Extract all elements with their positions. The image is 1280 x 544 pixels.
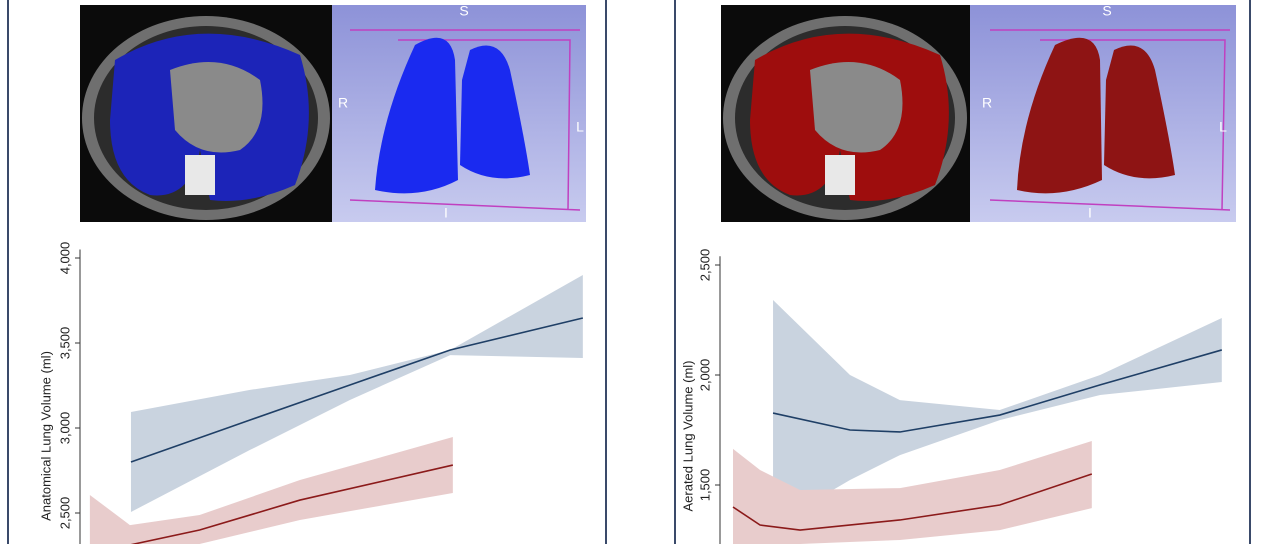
- confidence-band: [773, 299, 1222, 526]
- y-tick-label: 2,500: [57, 497, 72, 530]
- y-axis-label: Aerated Lung Volume (ml): [680, 360, 695, 511]
- 3d-view: [332, 5, 586, 222]
- y-axis-label: Anatomical Lung Volume (ml): [38, 351, 53, 521]
- fit-line: [130, 464, 454, 544]
- orientation-label: R: [982, 95, 992, 111]
- panel-frames: [7, 0, 1251, 544]
- fit-line: [732, 473, 1093, 531]
- confidence-band: [130, 275, 583, 512]
- orientation-label: L: [1219, 119, 1227, 135]
- y-tick-label: 4,000: [57, 242, 72, 275]
- fit-line: [130, 317, 584, 463]
- 3d-view: [970, 5, 1236, 222]
- y-tick-label: 1,500: [697, 469, 712, 502]
- orientation-label: S: [1102, 3, 1111, 19]
- orientation-label: R: [338, 95, 348, 111]
- ct-image: [80, 5, 332, 222]
- orientation-label: I: [444, 205, 448, 221]
- confidence-band: [89, 437, 453, 544]
- y-tick-label: 3,500: [57, 327, 72, 360]
- fit-line: [772, 349, 1223, 433]
- y-tick-label: 2,500: [697, 249, 712, 282]
- orientation-label: S: [459, 3, 468, 19]
- orientation-label: L: [576, 119, 584, 135]
- orientation-label: I: [1088, 205, 1092, 221]
- y-tick-label: 2,000: [697, 359, 712, 392]
- ct-image: [721, 5, 970, 222]
- y-tick-label: 3,000: [57, 412, 72, 445]
- confidence-band: [733, 441, 1092, 544]
